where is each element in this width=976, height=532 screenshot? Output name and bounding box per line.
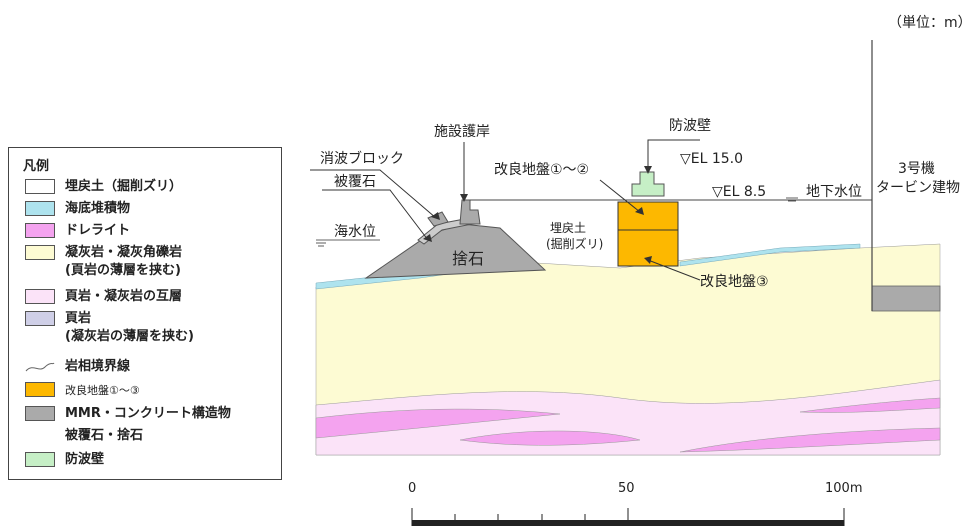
- legend-label-sediment: 海底堆積物: [65, 201, 131, 216]
- scale-tick-50: 50: [618, 481, 635, 496]
- legend-label-shale: 頁岩 (凝灰岩の薄層を挟む): [65, 311, 194, 344]
- leader-armor-arrow: [423, 234, 432, 242]
- label-rubble: 捨石: [452, 249, 484, 268]
- legend-swatch-concrete: [25, 406, 55, 421]
- legend-swatch-sediment: [25, 201, 55, 216]
- label-el-15: ▽EL 15.0: [680, 151, 743, 167]
- leader-improved-3: [647, 259, 701, 281]
- scale-bar-fill: [412, 520, 844, 526]
- legend-label-seawall: 防波壁: [65, 452, 105, 467]
- label-el-85: ▽EL 8.5: [712, 184, 766, 200]
- sediment-strip: [679, 243, 861, 267]
- dolerite-lens-1: [315, 408, 561, 439]
- dolerite-lens-4: [799, 397, 941, 413]
- seawall: [631, 171, 665, 197]
- legend-swatch-improved: [25, 382, 55, 397]
- legend-swatch-dolerite: [25, 223, 55, 238]
- dolerite-lens-3: [679, 427, 941, 453]
- legend-title: 凡例: [23, 159, 50, 174]
- legend-label-dolerite: ドレライト: [65, 223, 131, 238]
- label-building-2: タービン建物: [876, 180, 960, 196]
- label-sea-level: 海水位: [334, 224, 376, 240]
- leader-improved-12: [599, 179, 641, 213]
- label-seawall: 防波壁: [669, 118, 711, 134]
- shale-tuff-band: [315, 379, 941, 456]
- label-groundwater: 地下水位: [806, 184, 862, 200]
- dolerite-lens-2: [459, 430, 641, 446]
- leader-improved-12-arrow: [635, 207, 644, 215]
- legend-swatch-shale-tuff: [25, 289, 55, 304]
- label-armor-stone: 被覆石: [334, 174, 376, 190]
- scale-tick-0: 0: [408, 481, 416, 496]
- label-improved-3: 改良地盤③: [700, 274, 769, 290]
- legend-swatch-shale: [25, 311, 55, 326]
- legend: 凡例 埋戻土（掘削ズリ） 海底堆積物 ドレライト 凝灰岩・凝灰角礫岩 (頁岩の薄…: [8, 147, 282, 480]
- label-backfill-2: (掘削ズリ): [546, 236, 603, 251]
- leader-wave-block: [310, 169, 437, 219]
- legend-label-tuff: 凝灰岩・凝灰角礫岩 (頁岩の薄層を挟む): [65, 245, 183, 278]
- legend-label-concrete: MMR・コンクリート構造物: [65, 406, 231, 421]
- unit-label: （単位：m）: [888, 15, 972, 31]
- scale-bar: 0 50 100m: [408, 481, 862, 526]
- legend-label-shale-tuff: 頁岩・凝灰岩の互層: [65, 289, 183, 304]
- legend-label-improved: 改良地盤①～③: [65, 384, 140, 397]
- legend-swatch-tuff: [25, 245, 55, 260]
- improved-ground-12: [617, 201, 679, 231]
- label-improved-12: 改良地盤①～②: [494, 162, 589, 178]
- legend-boundary-line-icon: [25, 362, 55, 372]
- leader-improved-3-arrow: [644, 256, 652, 264]
- label-building-1: 3号機: [898, 161, 935, 177]
- leader-wave-block-arrow: [431, 212, 440, 220]
- legend-swatch-backfill: [25, 179, 55, 194]
- legend-label-backfill: 埋戻土（掘削ズリ）: [65, 179, 183, 194]
- leader-revetment-arrow: [460, 194, 468, 202]
- label-wave-block: 消波ブロック: [320, 150, 404, 167]
- leader-armor: [322, 189, 429, 241]
- leader-seawall: [647, 139, 700, 170]
- label-backfill-1: 埋戻土: [550, 221, 586, 235]
- scale-tick-100: 100m: [825, 481, 862, 496]
- legend-label-boundary: 岩相境界線: [65, 359, 131, 374]
- label-facility-revetment: 施設護岸: [434, 124, 490, 140]
- legend-label-armor: 被覆石・捨石: [65, 428, 144, 443]
- revetment: [459, 199, 481, 225]
- legend-swatch-seawall: [25, 452, 55, 467]
- leader-seawall-arrow: [644, 166, 652, 174]
- building-foundation: [871, 285, 941, 312]
